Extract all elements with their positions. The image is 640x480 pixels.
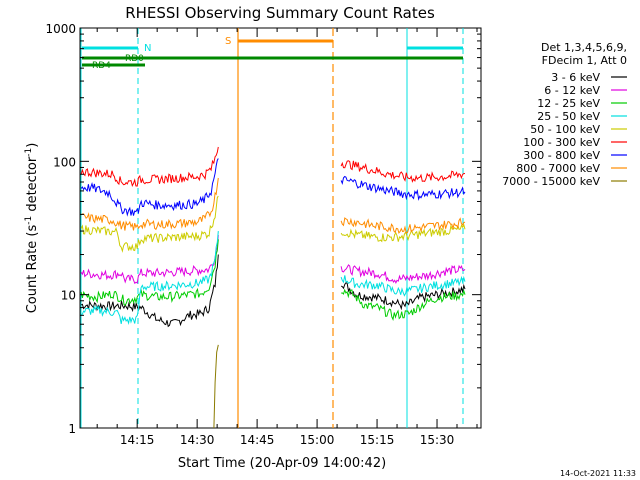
series-25-50-keV-line xyxy=(81,231,219,325)
x-tick-label: 15:15 xyxy=(360,433,395,447)
rd0-label: RD0 xyxy=(125,54,144,64)
series-6-12-keV-line xyxy=(80,234,219,285)
series-3-6-keV-line xyxy=(80,254,219,328)
series-50-100-keV-line xyxy=(340,223,466,243)
legend-entry-label: 6 - 12 keV xyxy=(544,84,600,97)
legend-entry-label: 3 - 6 keV xyxy=(551,71,600,84)
series-50-100-keV-line xyxy=(80,195,219,253)
x-axis-label: Start Time (20-Apr-09 14:00:42) xyxy=(178,456,386,471)
legend-entry-label: 300 - 800 keV xyxy=(523,149,600,162)
svg-text:Count Rate (s-1 detector-1): Count Rate (s-1 detector-1) xyxy=(24,143,40,314)
night-marker: N xyxy=(144,43,151,54)
y-tick-label: 1000 xyxy=(45,22,76,36)
legend-header-line: Det 1,3,4,5,6,9, xyxy=(541,41,627,54)
series-12-25-keV-line xyxy=(340,288,466,321)
ylabel-sup1: -1 xyxy=(24,216,34,225)
saa-marker: S xyxy=(225,36,231,47)
series-7000-15000-keV-line xyxy=(213,344,219,429)
y-tick-label: 10 xyxy=(61,289,76,303)
rd4-label: RD4 xyxy=(92,61,111,71)
ylabel-sup2: -1 xyxy=(24,148,34,157)
x-tick-label: 14:15 xyxy=(120,433,155,447)
data-layer xyxy=(80,146,466,429)
legend-entry-label: 100 - 300 keV xyxy=(523,136,600,149)
ylabel-end: ) xyxy=(25,143,40,148)
legend-entry-label: 12 - 25 keV xyxy=(537,97,600,110)
y-tick-label: 1 xyxy=(68,422,76,436)
legend-entry-label: 50 - 100 keV xyxy=(530,123,600,136)
series-300-800-keV-line xyxy=(340,175,466,201)
series-100-300-keV-line xyxy=(80,146,219,187)
plot-frame xyxy=(79,27,482,429)
series-300-800-keV-line xyxy=(80,158,219,217)
legend: Det 1,3,4,5,6,9,FDecim 1, Att 0 3 - 6 keV… xyxy=(502,41,627,188)
y-tick-label: 100 xyxy=(53,155,76,169)
series-100-300-keV-line xyxy=(340,160,466,183)
series-800-7000-keV-line xyxy=(340,217,466,234)
x-tick-label: 14:30 xyxy=(180,433,215,447)
axis-layer: 14:15 14:30 14:45 15:00 15:15 15:30 1 10 100 1000 xyxy=(45,22,481,447)
legend-entry-label: 800 - 7000 keV xyxy=(516,162,600,175)
x-tick-label: 15:00 xyxy=(300,433,335,447)
series-12-25-keV-line xyxy=(80,239,219,306)
ylabel-main: Count Rate (s xyxy=(25,225,40,314)
series-25-50-keV-line xyxy=(340,275,466,297)
series-800-7000-keV-line xyxy=(80,177,219,231)
legend-entry-label: 7000 - 15000 keV xyxy=(502,175,600,188)
x-tick-label: 14:45 xyxy=(240,433,275,447)
series-6-12-keV-line xyxy=(340,264,466,284)
chart-title: RHESSI Observing Summary Count Rates xyxy=(125,4,435,22)
state-overlays: N S RD0 RD4 xyxy=(80,28,464,428)
y-axis-label: Count Rate (s-1 detector-1) xyxy=(24,143,40,314)
timestamp: 14-Oct-2021 11:33 xyxy=(560,469,636,478)
legend-header-line: FDecim 1, Att 0 xyxy=(542,54,627,67)
x-tick-label: 15:30 xyxy=(420,433,455,447)
ylabel-mid: detector xyxy=(25,156,40,216)
legend-entry-label: 25 - 50 keV xyxy=(537,110,600,123)
